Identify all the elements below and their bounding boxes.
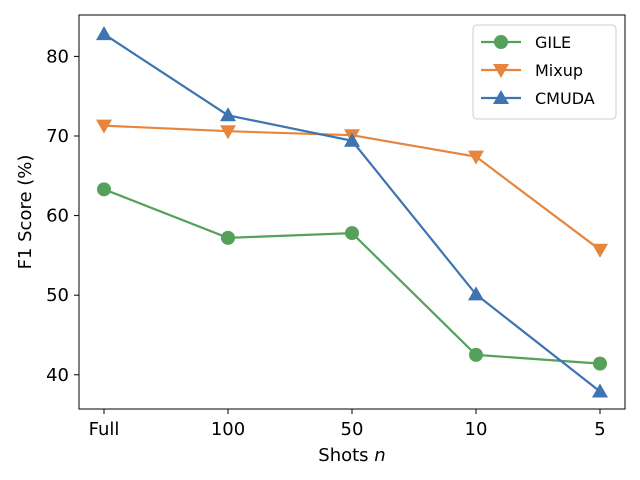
y-tick-label: 50 [46, 285, 69, 306]
legend-label-gile: GILE [535, 33, 571, 52]
x-tick-label: 100 [211, 419, 245, 440]
data-point-cmuda [344, 132, 360, 147]
x-tick-label: 5 [594, 419, 605, 440]
x-axis: Full 100 50 10 5 [89, 409, 606, 440]
data-point-gile [345, 226, 359, 241]
x-axis-label-text: Shots [318, 445, 368, 466]
x-tick-label: 10 [465, 419, 488, 440]
data-point-cmuda [96, 26, 112, 41]
data-point-gile [469, 347, 483, 362]
x-tick-label: Full [89, 419, 120, 440]
data-point-gile [221, 230, 235, 245]
data-point-gile [593, 356, 607, 371]
data-point-cmuda [592, 383, 608, 398]
y-tick-label: 60 [46, 206, 69, 227]
data-point-cmuda [468, 286, 484, 301]
data-point-mixup [592, 243, 608, 258]
y-axis: 40 50 60 70 80 [46, 46, 79, 386]
legend-item-mixup: Mixup [481, 61, 583, 80]
legend-marker-cmuda [493, 90, 509, 104]
series-layer [96, 26, 608, 398]
y-tick-label: 70 [46, 126, 69, 147]
legend: GILE Mixup CMUDA [472, 24, 617, 120]
y-axis-label: F1 Score (%) [15, 155, 36, 270]
data-point-cmuda [220, 107, 236, 122]
legend-item-cmuda: CMUDA [481, 89, 595, 108]
x-axis-label-variable: n [374, 445, 385, 466]
data-point-mixup [96, 119, 112, 134]
data-point-mixup [220, 125, 236, 140]
data-point-mixup [468, 150, 484, 165]
legend-label-mixup: Mixup [535, 61, 583, 80]
data-point-gile [97, 182, 111, 197]
series-cmuda [96, 26, 608, 398]
legend-label-cmuda: CMUDA [535, 89, 595, 108]
series-gile [97, 182, 607, 371]
series-line-gile [103, 188, 601, 365]
x-axis-label: Shots n [318, 445, 385, 466]
legend-marker-gile [494, 35, 508, 49]
y-tick-label: 40 [46, 365, 69, 386]
x-tick-label: 50 [341, 419, 364, 440]
legend-marker-mixup [493, 64, 509, 78]
legend-box [472, 24, 617, 120]
y-tick-label: 80 [46, 46, 69, 67]
legend-item-gile: GILE [481, 33, 571, 52]
